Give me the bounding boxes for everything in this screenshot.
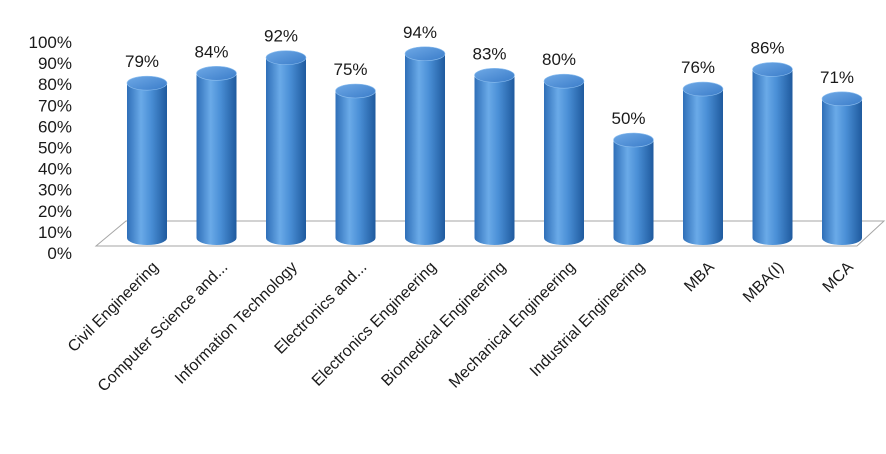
y-tick-label: 90% [38, 54, 72, 73]
bar-body [196, 73, 237, 245]
x-tick-label: MCA [820, 259, 857, 296]
bar [752, 62, 793, 245]
bar-top [474, 68, 515, 83]
y-tick-label: 0% [47, 244, 72, 263]
bar-top [404, 46, 446, 62]
bar-body [752, 69, 793, 245]
bar-top [543, 73, 585, 89]
y-tick-label: 70% [38, 96, 72, 115]
x-tick-label: Industrial Engineering [527, 259, 648, 380]
bar [821, 91, 863, 245]
bar-top [613, 132, 654, 148]
x-tick-label: Computer Science and... [95, 259, 232, 396]
data-label: 50% [611, 109, 645, 128]
bar-top [265, 50, 307, 65]
y-tick-label: 20% [38, 202, 72, 221]
bar-top [821, 91, 863, 107]
data-labels: 79% 84% 92% 75% 94% 83% 80% 50% 76% 86% 71% [125, 23, 854, 128]
bar-body [613, 140, 654, 245]
bar-body [474, 75, 515, 245]
bar-body [127, 83, 167, 245]
x-tick-label: MBA(I) [740, 259, 787, 306]
data-label: 71% [820, 68, 854, 87]
bar [682, 81, 724, 245]
data-label: 80% [542, 50, 576, 69]
bar-body [266, 57, 306, 246]
data-label: 84% [194, 42, 228, 61]
data-label: 79% [125, 52, 159, 71]
bar-top [126, 75, 168, 91]
data-label: 92% [264, 27, 298, 46]
x-tick-label: Biomedical Engineering [378, 259, 509, 390]
bar-body [405, 53, 445, 246]
bar-top [682, 81, 724, 97]
x-tick-label: Mechanical Engineering [446, 259, 579, 392]
bar [543, 73, 585, 245]
data-label: 86% [750, 38, 784, 57]
bar-top [196, 66, 237, 81]
bar-top [752, 62, 793, 77]
bar [126, 75, 168, 245]
data-label: 83% [472, 44, 506, 63]
bar [404, 46, 446, 246]
data-label: 94% [403, 23, 437, 42]
bar-body [683, 89, 723, 245]
bar-body [335, 91, 376, 245]
bar-body [544, 81, 584, 245]
y-tick-label: 50% [38, 139, 72, 158]
y-tick-label: 30% [38, 181, 72, 200]
bar [196, 66, 237, 245]
x-tick-label: MBA [681, 259, 718, 296]
y-tick-label: 80% [38, 75, 72, 94]
y-axis: 0% 10% 20% 30% 40% 50% 60% 70% 80% 90% 100% [29, 33, 72, 263]
bars [126, 46, 863, 246]
data-label: 75% [333, 60, 367, 79]
bar [335, 83, 376, 245]
y-tick-label: 10% [38, 223, 72, 242]
bar [265, 50, 307, 246]
y-tick-label: 40% [38, 160, 72, 179]
bar [613, 132, 654, 245]
x-tick-label: Information Technology [172, 259, 301, 388]
bar [474, 68, 515, 245]
x-tick-label: Electronics Engineering [309, 259, 440, 390]
y-tick-label: 100% [29, 33, 72, 52]
data-label: 76% [681, 58, 715, 77]
bar-body [822, 98, 862, 245]
bar-top [335, 83, 376, 99]
y-tick-label: 60% [38, 117, 72, 136]
